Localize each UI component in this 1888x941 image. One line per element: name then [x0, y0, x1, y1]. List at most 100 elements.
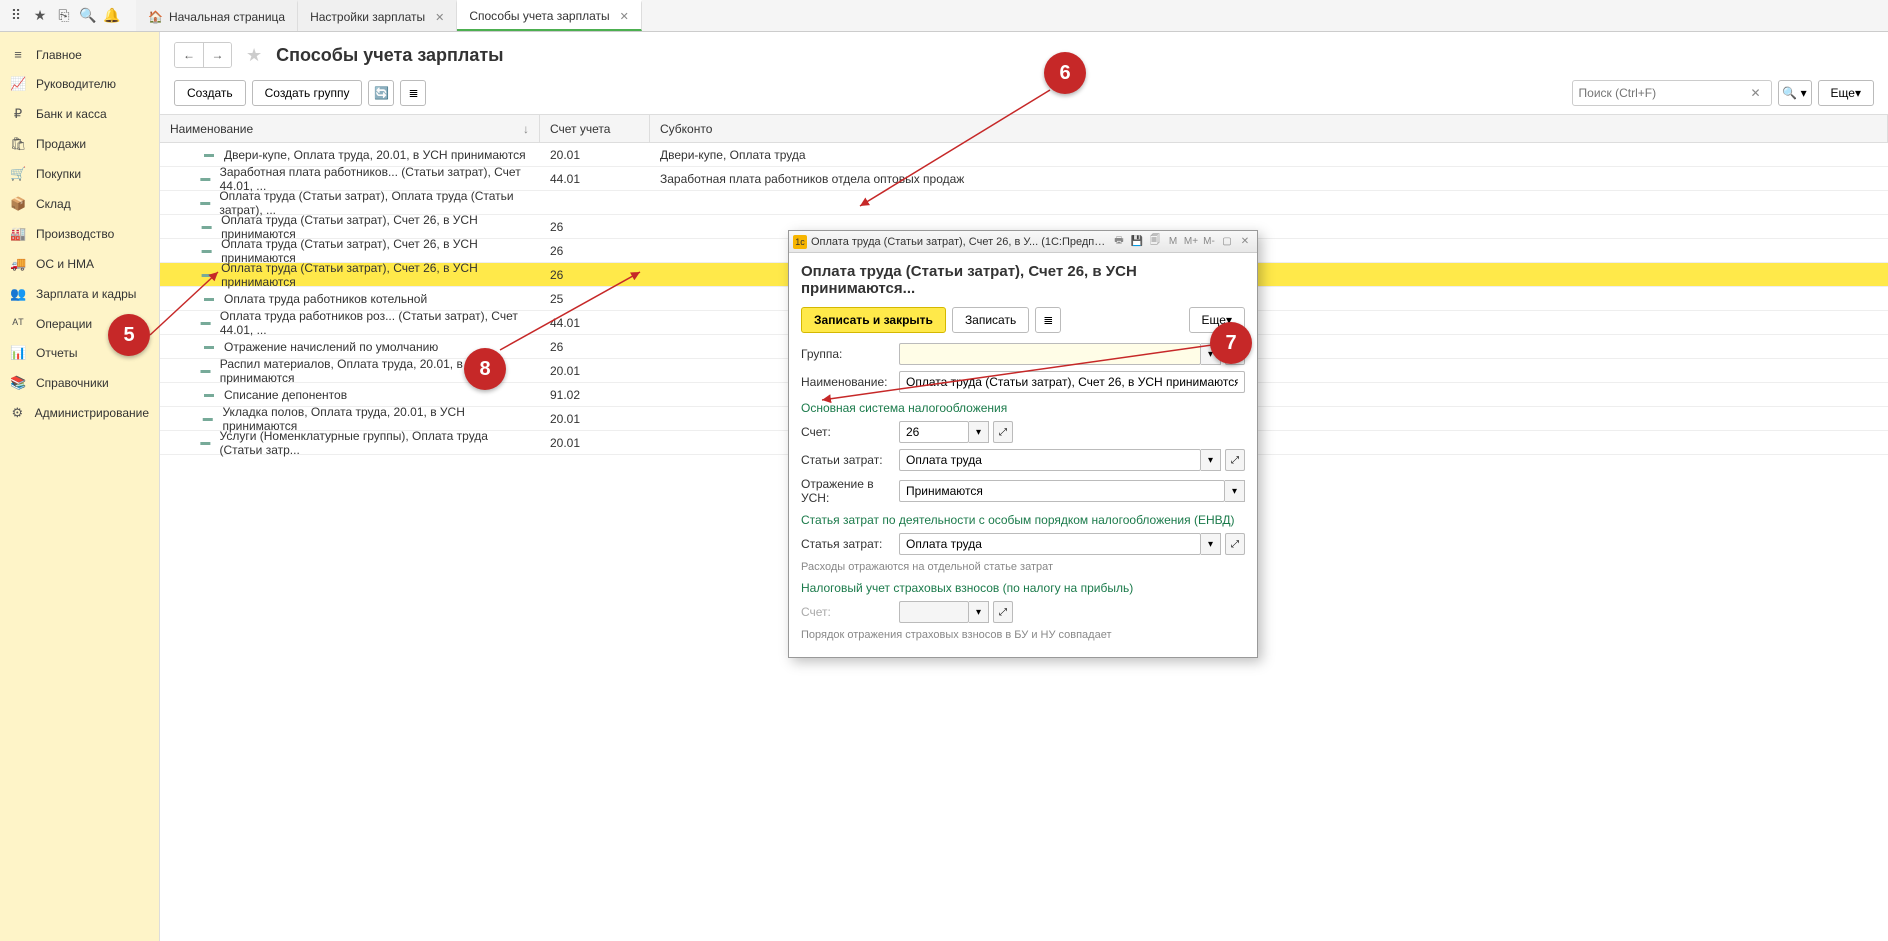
maximize-icon[interactable]: ▢ [1219, 234, 1235, 250]
sidebar-item-label: Банк и касса [36, 107, 107, 121]
account2-input [899, 601, 969, 623]
cell-account: 20.01 [540, 431, 650, 454]
close-icon[interactable]: ✕ [1237, 234, 1253, 250]
dropdown-icon[interactable]: ▾ [1201, 533, 1221, 555]
ruble-icon: ₽ [10, 106, 26, 122]
sidebar-item-label: ОС и НМА [36, 257, 94, 271]
list-button[interactable]: ≣ [1035, 307, 1061, 333]
sidebar-item-label: Продажи [36, 137, 86, 151]
search-icon[interactable]: 🔍 [76, 4, 100, 28]
sidebar-item-label: Главное [36, 48, 82, 62]
create-button[interactable]: Создать [174, 80, 246, 106]
cost-item-input[interactable] [899, 449, 1201, 471]
more-button[interactable]: Еще ▾ [1818, 80, 1874, 106]
mminus-icon[interactable]: M- [1201, 234, 1217, 250]
group-input[interactable] [899, 343, 1201, 365]
dropdown-icon[interactable]: ▾ [1225, 480, 1245, 502]
sidebar-item-production[interactable]: 🏭Производство [0, 219, 159, 249]
tab-methods[interactable]: Способы учета зарплаты ✕ [457, 0, 641, 31]
modal-titlebar[interactable]: 1c Оплата труда (Статьи затрат), Счет 26… [789, 231, 1257, 253]
section-main-tax: Основная система налогообложения [801, 401, 1245, 415]
cell-account: 26 [540, 263, 650, 286]
callout-5: 5 [108, 314, 150, 356]
gear-icon: ⚙ [10, 405, 25, 421]
close-icon[interactable]: ✕ [435, 11, 444, 24]
cell-account: 20.01 [540, 359, 650, 382]
m-icon[interactable]: M [1165, 234, 1181, 250]
sidebar-item-directories[interactable]: 📚Справочники [0, 368, 159, 398]
name-input[interactable] [899, 371, 1245, 393]
item-icon: ▬ [199, 173, 211, 184]
sidebar-item-bank[interactable]: ₽ Банк и касса [0, 99, 159, 129]
cell-account: 20.01 [540, 407, 650, 430]
cell-name: Оплата труда работников котельной [224, 292, 427, 306]
item-icon: ▬ [200, 269, 213, 280]
tab-home[interactable]: 🏠 Начальная страница [136, 0, 298, 31]
cell-account: 91.02 [540, 383, 650, 406]
open-icon[interactable]: ⤢ [993, 421, 1013, 443]
sidebar-item-main[interactable]: ≡ Главное [0, 40, 159, 69]
table-row[interactable]: ▬Заработная плата работников... (Статьи … [160, 167, 1888, 191]
save-button[interactable]: Записать [952, 307, 1029, 333]
table-row[interactable]: ▬Оплата труда (Статьи затрат), Оплата тр… [160, 191, 1888, 215]
app-icon: 1c [793, 235, 807, 249]
nav-arrows: ← → [174, 42, 232, 68]
modal-titlebar-text: Оплата труда (Статьи затрат), Счет 26, в… [811, 236, 1107, 248]
sidebar-item-manager[interactable]: 📈Руководителю [0, 69, 159, 99]
cell-name: Отражение начислений по умолчанию [224, 340, 438, 354]
open-icon[interactable]: ⤢ [1225, 449, 1245, 471]
cell-name: Двери-купе, Оплата труда, 20.01, в УСН п… [224, 148, 526, 162]
cart-icon: 🛒 [10, 166, 26, 182]
search-button[interactable]: 🔍 ▾ [1778, 80, 1812, 106]
sidebar-item-warehouse[interactable]: 📦Склад [0, 189, 159, 219]
top-toolbar: ⠿ ★ ⎘ 🔍 🔔 🏠 Начальная страница Настройки… [0, 0, 1888, 32]
print-icon[interactable]: 🖶 [1111, 234, 1127, 250]
modal-actions: Записать и закрыть Записать ≣ Еще ▾ [801, 307, 1245, 333]
sidebar-item-salary[interactable]: 👥Зарплата и кадры [0, 279, 159, 309]
ops-icon: ᴬᵀ [10, 316, 26, 331]
close-icon[interactable]: ✕ [620, 10, 629, 23]
menu-icon: ≡ [10, 47, 26, 62]
sidebar-item-label: Производство [36, 227, 114, 241]
calc-icon[interactable]: 🗐 [1147, 234, 1163, 250]
table-row[interactable]: ▬Двери-купе, Оплата труда, 20.01, в УСН … [160, 143, 1888, 167]
page-title: Способы учета зарплаты [276, 45, 503, 66]
clear-icon[interactable]: ✕ [1746, 86, 1764, 100]
back-button[interactable]: ← [175, 43, 203, 67]
item-icon: ▬ [199, 365, 211, 376]
clipboard-icon[interactable]: ⎘ [52, 4, 76, 28]
dropdown-icon[interactable]: ▾ [1201, 449, 1221, 471]
column-header-name[interactable]: Наименование↓ [160, 115, 540, 142]
callout-6: 6 [1044, 52, 1086, 94]
sidebar-item-admin[interactable]: ⚙ Администрирование [0, 398, 159, 428]
usn-input[interactable] [899, 480, 1225, 502]
search-input[interactable] [1579, 86, 1747, 100]
save-icon[interactable]: 💾 [1129, 234, 1145, 250]
forward-button[interactable]: → [203, 43, 231, 67]
sidebar-item-sales[interactable]: 🛍Продажи [0, 129, 159, 159]
column-header-account[interactable]: Счет учета [540, 115, 650, 142]
apps-icon[interactable]: ⠿ [4, 4, 28, 28]
favorite-icon[interactable]: ★ [246, 45, 262, 66]
list-button[interactable]: ≣ [400, 80, 426, 106]
star-icon[interactable]: ★ [28, 4, 52, 28]
home-icon: 🏠 [148, 10, 163, 24]
cell-name: Списание депонентов [224, 388, 347, 402]
sidebar-item-purchases[interactable]: 🛒Покупки [0, 159, 159, 189]
save-close-button[interactable]: Записать и закрыть [801, 307, 946, 333]
sidebar-item-label: Администрирование [35, 406, 149, 420]
dropdown-icon[interactable]: ▾ [969, 421, 989, 443]
tab-settings[interactable]: Настройки зарплаты ✕ [298, 0, 457, 31]
bell-icon[interactable]: 🔔 [100, 4, 124, 28]
cost-item2-input[interactable] [899, 533, 1201, 555]
open-icon[interactable]: ⤢ [1225, 533, 1245, 555]
column-header-subconto[interactable]: Субконто [650, 115, 1888, 142]
search-box[interactable]: ✕ [1572, 80, 1772, 106]
tabs: 🏠 Начальная страница Настройки зарплаты … [136, 0, 642, 31]
create-group-button[interactable]: Создать группу [252, 80, 363, 106]
account-input[interactable] [899, 421, 969, 443]
sidebar-item-assets[interactable]: 🚚ОС и НМА [0, 249, 159, 279]
refresh-button[interactable]: 🔄 [368, 80, 394, 106]
mplus-icon[interactable]: M+ [1183, 234, 1199, 250]
cell-account: 26 [540, 215, 650, 238]
